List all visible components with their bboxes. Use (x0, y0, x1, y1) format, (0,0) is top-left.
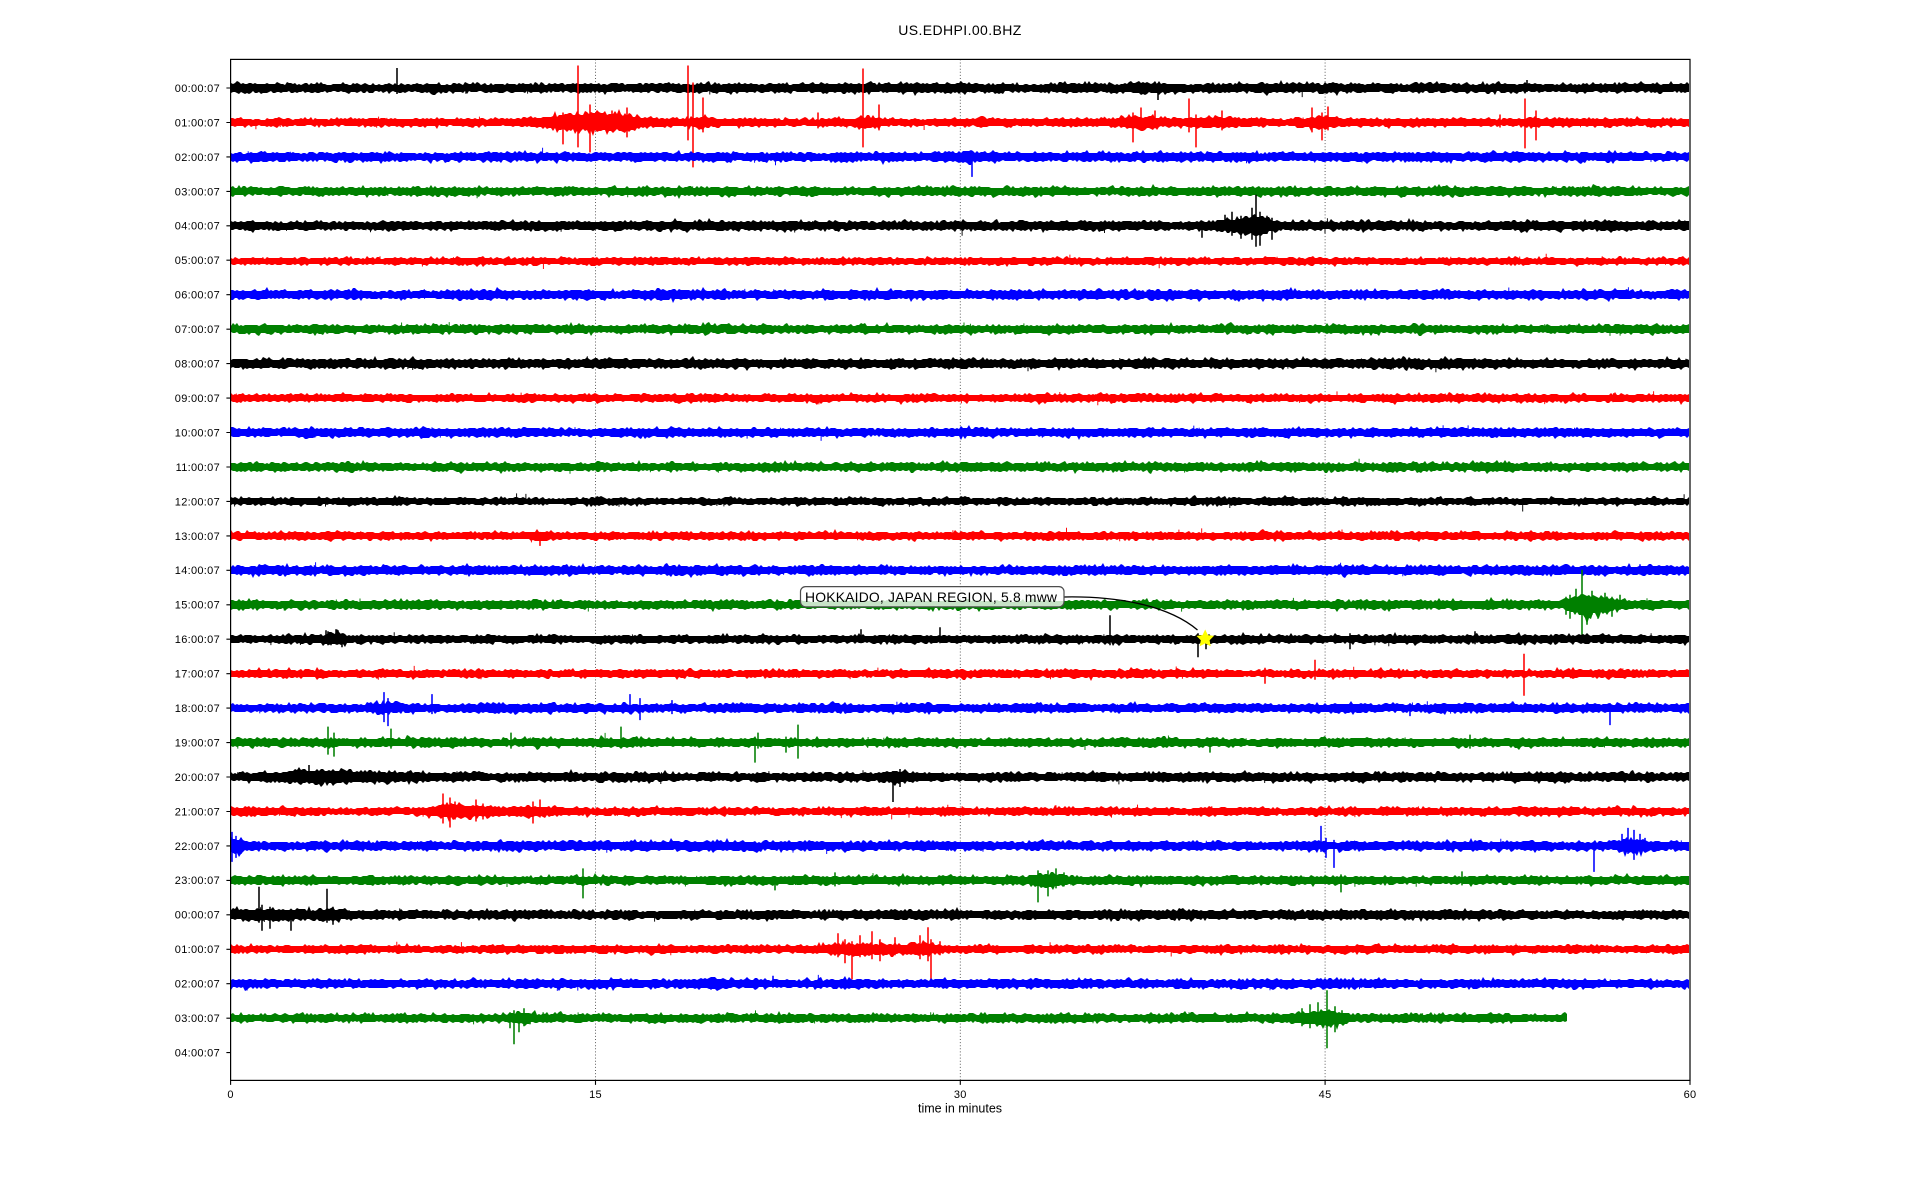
svg-text:0: 0 (227, 1089, 233, 1101)
svg-text:US.EDHPI.00.BHZ: US.EDHPI.00.BHZ (898, 22, 1022, 38)
svg-text:HOKKAIDO, JAPAN REGION, 5.8 mw: HOKKAIDO, JAPAN REGION, 5.8 mww (805, 589, 1058, 605)
svg-text:02:00:07: 02:00:07 (175, 152, 220, 164)
svg-text:13:00:07: 13:00:07 (175, 531, 220, 543)
svg-text:10:00:07: 10:00:07 (175, 427, 220, 439)
svg-text:01:00:07: 01:00:07 (175, 117, 220, 129)
svg-text:12:00:07: 12:00:07 (175, 496, 220, 508)
svg-text:23:00:07: 23:00:07 (175, 875, 220, 887)
svg-text:04:00:07: 04:00:07 (175, 221, 220, 233)
svg-text:19:00:07: 19:00:07 (175, 738, 220, 750)
svg-text:15: 15 (589, 1089, 602, 1101)
svg-text:00:00:07: 00:00:07 (175, 83, 220, 95)
svg-text:45: 45 (1319, 1089, 1332, 1101)
svg-text:14:00:07: 14:00:07 (175, 565, 220, 577)
svg-text:09:00:07: 09:00:07 (175, 393, 220, 405)
svg-text:17:00:07: 17:00:07 (175, 669, 220, 681)
svg-text:18:00:07: 18:00:07 (175, 703, 220, 715)
svg-text:07:00:07: 07:00:07 (175, 324, 220, 336)
svg-text:21:00:07: 21:00:07 (175, 806, 220, 818)
svg-text:00:00:07: 00:00:07 (175, 910, 220, 922)
svg-text:11:00:07: 11:00:07 (176, 462, 220, 474)
svg-text:15:00:07: 15:00:07 (175, 600, 220, 612)
svg-text:16:00:07: 16:00:07 (175, 634, 220, 646)
svg-text:05:00:07: 05:00:07 (175, 255, 220, 267)
svg-text:22:00:07: 22:00:07 (175, 841, 220, 853)
svg-text:20:00:07: 20:00:07 (175, 772, 220, 784)
svg-text:06:00:07: 06:00:07 (175, 290, 220, 302)
svg-text:60: 60 (1684, 1089, 1697, 1101)
svg-text:time in minutes: time in minutes (918, 1102, 1002, 1116)
svg-text:30: 30 (954, 1089, 967, 1101)
svg-text:04:00:07: 04:00:07 (175, 1048, 220, 1060)
svg-text:01:00:07: 01:00:07 (175, 944, 220, 956)
svg-text:08:00:07: 08:00:07 (175, 359, 220, 371)
svg-text:02:00:07: 02:00:07 (175, 979, 220, 991)
svg-text:03:00:07: 03:00:07 (175, 1013, 220, 1025)
svg-text:03:00:07: 03:00:07 (175, 186, 220, 198)
